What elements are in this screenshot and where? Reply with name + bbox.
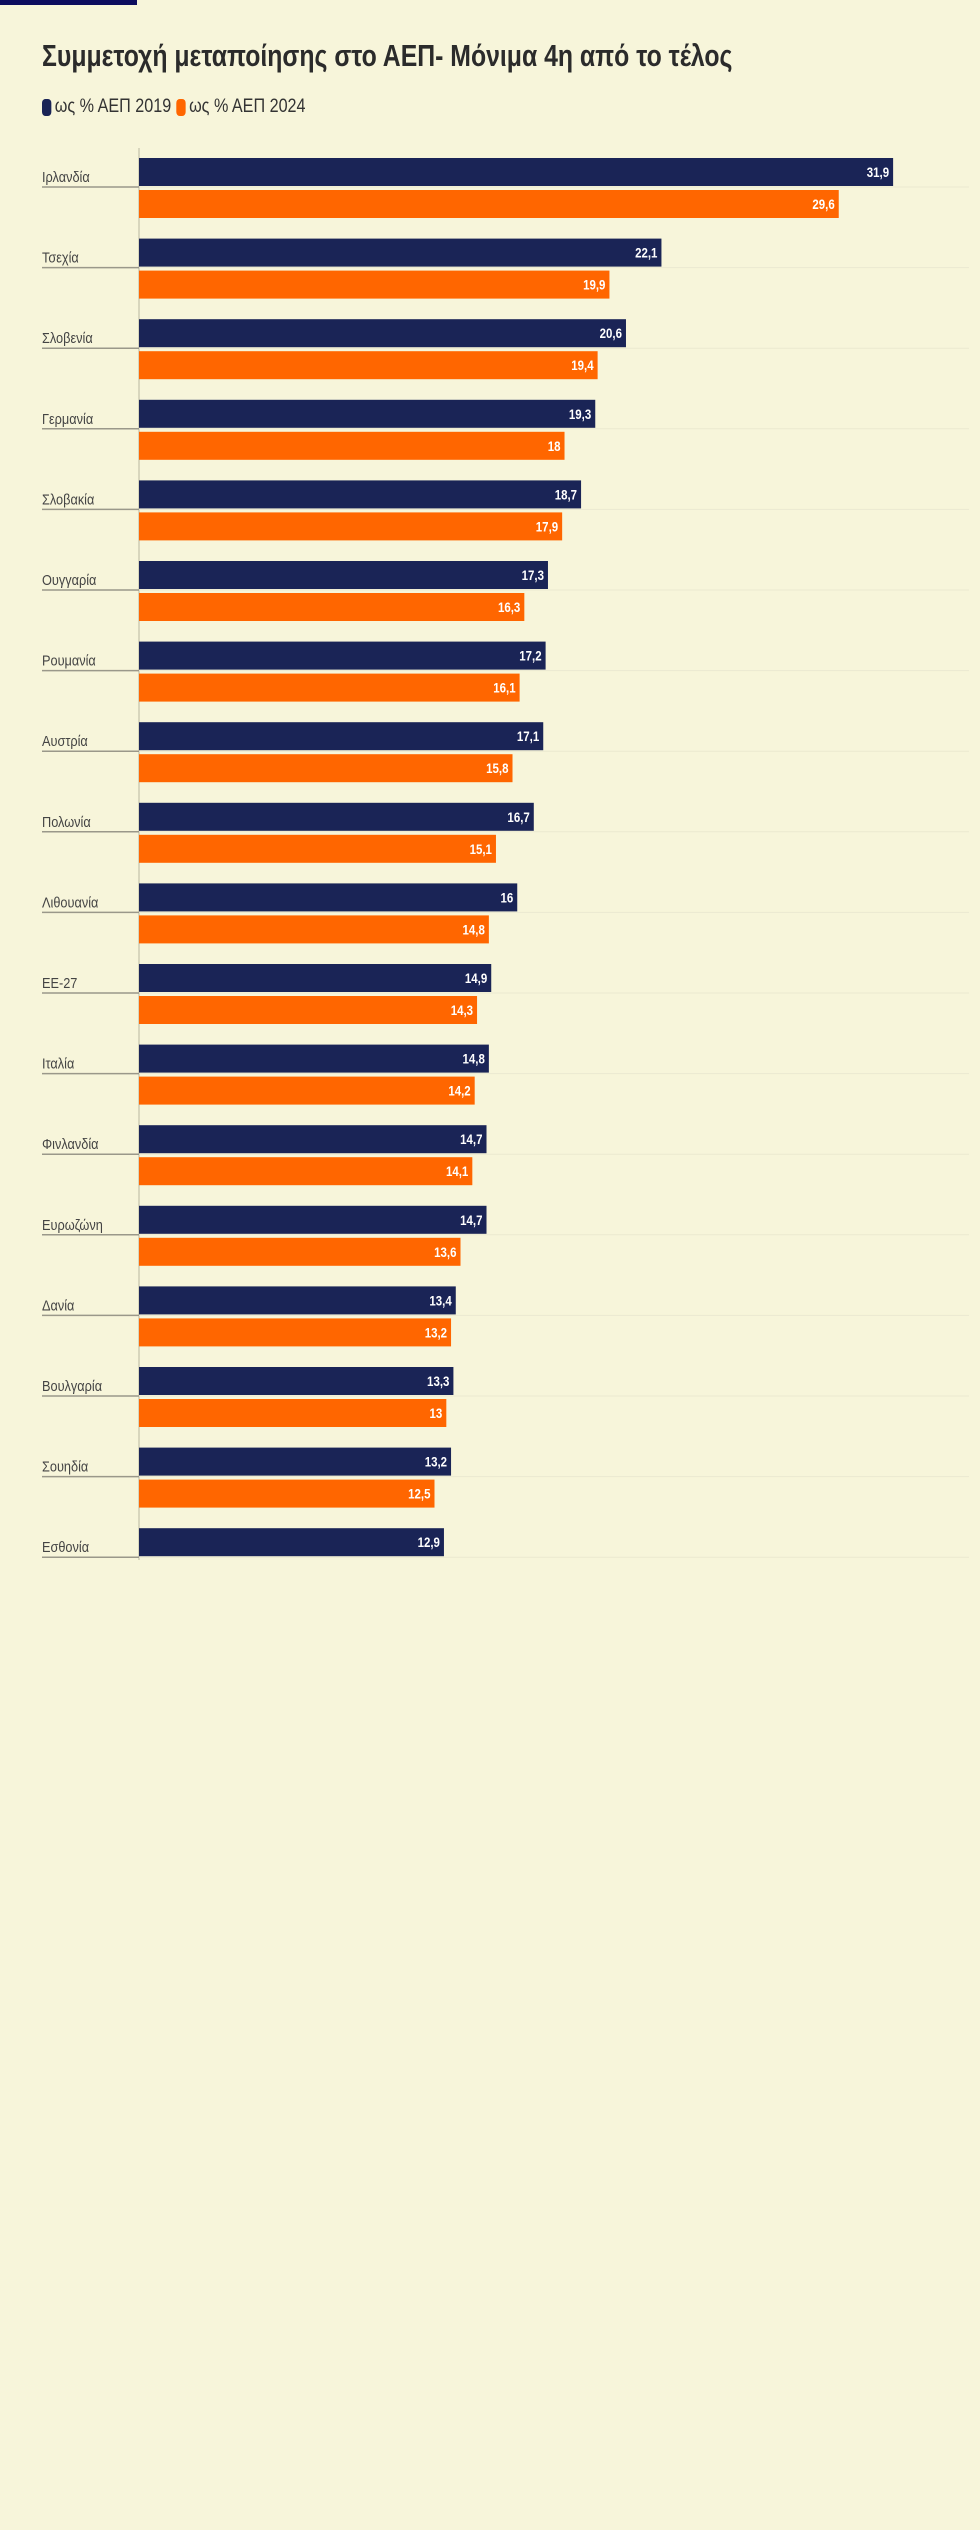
- value-label-2019: 20,6: [600, 325, 622, 341]
- value-label-2024: 29,6: [812, 196, 834, 212]
- bar-2024: [139, 996, 478, 1024]
- value-label-2024: 19,9: [583, 276, 605, 292]
- bar-2024: [139, 834, 496, 863]
- value-label-2024: 15,8: [486, 760, 508, 776]
- bar-2019: [139, 480, 582, 509]
- bar-2019: [139, 1447, 452, 1476]
- bar-2019: [139, 1044, 489, 1073]
- category-label: Ουγγαρία: [42, 571, 96, 588]
- value-label-2024: 16,3: [498, 599, 520, 615]
- value-label-2024: 14,2: [448, 1082, 470, 1098]
- bar-2024: [139, 1318, 452, 1347]
- bar-2024: [139, 1560, 418, 1588]
- category-label: Σουηδία: [42, 1458, 88, 1475]
- value-label-2024: 19,4: [571, 357, 594, 373]
- value-label-2024: 15,1: [470, 841, 492, 857]
- bar-2019: [139, 1286, 456, 1315]
- value-label-2019: 17,2: [519, 647, 541, 663]
- value-label-2019: 12,9: [418, 1534, 440, 1550]
- value-label-2024: 14,1: [446, 1163, 468, 1179]
- bar-2019: [139, 1125, 487, 1154]
- value-label-2019: 16,7: [507, 809, 529, 825]
- value-label-2024: 14,8: [463, 921, 485, 937]
- value-label-2024: 13: [430, 1405, 443, 1421]
- value-label-2019: 31,9: [867, 164, 889, 180]
- category-label: Ιταλία: [42, 1055, 74, 1072]
- value-label-2019: 14,7: [460, 1131, 482, 1147]
- bar-2024: [139, 1237, 461, 1266]
- category-label: Δανία: [42, 1296, 74, 1313]
- category-label: Ευρωζώνη: [42, 1216, 103, 1233]
- bar-2019: [139, 964, 492, 992]
- category-label: Φινλανδία: [42, 1135, 99, 1152]
- category-label: ΕΕ-27: [42, 974, 78, 991]
- value-label-2024: 16,1: [493, 679, 515, 695]
- bar-2019: [139, 802, 534, 831]
- category-label: Σλοβακία: [42, 490, 94, 507]
- bar-2019: [139, 238, 662, 267]
- value-label-2024: 13,2: [425, 1324, 447, 1340]
- bar-2024: [139, 1479, 435, 1508]
- bar-2024: [139, 754, 513, 783]
- value-label-2024: 14,3: [451, 1002, 473, 1018]
- value-label-2019: 14,9: [465, 970, 487, 986]
- value-label-2024: 18: [548, 438, 561, 454]
- category-label: Τσεχία: [42, 249, 79, 266]
- bar-2019: [139, 722, 544, 751]
- category-label: Σλοβενία: [42, 329, 93, 346]
- legend-swatch-2024: [176, 98, 186, 116]
- chart-title: Συμμετοχή μεταποίησης στο ΑΕΠ- Μόνιμα 4η…: [42, 38, 733, 73]
- value-label-2019: 22,1: [635, 244, 657, 260]
- bar-2019: [139, 399, 596, 428]
- bar-2019: [139, 561, 548, 589]
- value-label-2024: 13,6: [434, 1244, 456, 1260]
- bar-2024: [139, 190, 839, 218]
- bar-2019: [139, 1528, 444, 1557]
- legend-swatch-2019: [42, 98, 52, 116]
- value-label-2019: 16: [500, 889, 513, 905]
- category-label: Λιθουανία: [42, 893, 98, 910]
- bar-2019: [139, 883, 518, 912]
- bar-2024: [139, 512, 563, 541]
- value-label-2024: 12,5: [408, 1485, 430, 1501]
- legend: ως % ΑΕΠ 2019 ως % ΑΕΠ 2024: [42, 96, 311, 118]
- bar-2024: [139, 351, 598, 380]
- bar-2024: [139, 1076, 475, 1105]
- bar-2019: [139, 158, 894, 186]
- value-label-2019: 17,3: [522, 567, 544, 583]
- value-label-2019: 19,3: [569, 406, 591, 422]
- legend-label-2019: ως % ΑΕΠ 2019: [54, 96, 172, 117]
- bar-2019: [139, 1367, 454, 1395]
- bar-2024: [139, 673, 520, 702]
- value-label-2019: 14,7: [460, 1212, 482, 1228]
- bar-2019: [139, 641, 546, 670]
- value-label-2024: 17,9: [536, 518, 558, 534]
- category-label: Βουλγαρία: [42, 1377, 102, 1394]
- bar-2024: [139, 431, 565, 460]
- value-label-2019: 13,3: [427, 1373, 449, 1389]
- bar-2024: [139, 593, 525, 621]
- category-label: Ρουμανία: [42, 652, 96, 669]
- legend-item-2024: ως % ΑΕΠ 2024: [176, 96, 306, 118]
- category-label: Γερμανία: [42, 410, 93, 427]
- value-label-2019: 18,7: [555, 486, 577, 502]
- bar-2024: [139, 1399, 447, 1427]
- value-label-2019: 14,8: [463, 1050, 485, 1066]
- bar-2019: [139, 319, 626, 348]
- value-label-2019: 17,1: [517, 728, 539, 744]
- value-label-2019: 13,4: [429, 1292, 452, 1308]
- category-label: Ιρλανδία: [42, 168, 90, 185]
- legend-item-2019: ως % ΑΕΠ 2019: [42, 96, 171, 118]
- category-label: Αυστρία: [42, 732, 88, 749]
- category-label: Εσθονία: [42, 1538, 89, 1555]
- bar-2019: [139, 1205, 487, 1234]
- bar-2024: [139, 915, 489, 944]
- category-label: Πολωνία: [42, 813, 91, 830]
- bar-2024: [139, 1157, 473, 1186]
- legend-label-2024: ως % ΑΕΠ 2024: [189, 96, 306, 117]
- bar-2024: [139, 270, 610, 299]
- top-accent-bar: [0, 0, 137, 5]
- value-label-2019: 13,2: [425, 1453, 447, 1469]
